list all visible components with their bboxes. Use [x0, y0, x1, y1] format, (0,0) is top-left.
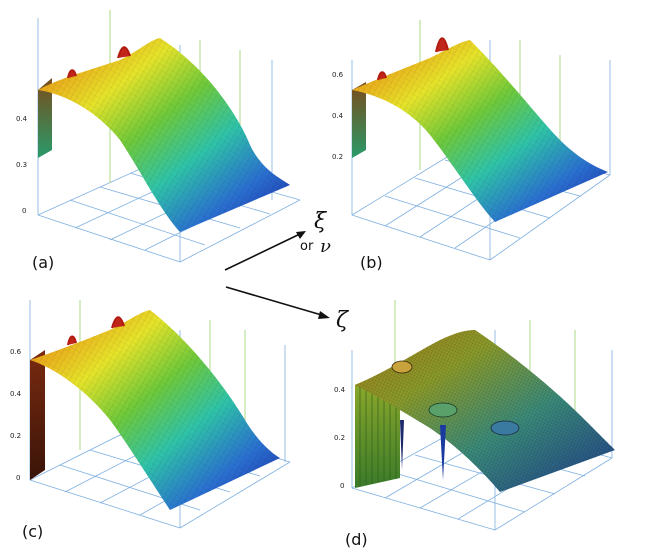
panel-c-ticks: 0.6 0.4 0.2 0 [10, 348, 22, 482]
panel-a-ticks: 0.4 0.3 0 [16, 115, 28, 215]
tick-label: 0.2 [332, 153, 343, 161]
tick-label: 0.2 [334, 434, 345, 442]
tick-label: 0.6 [332, 71, 344, 79]
tick-label: 0 [16, 474, 20, 482]
panel-d-label: (d) [345, 530, 368, 549]
tick-label: 0.3 [16, 161, 27, 169]
panel-d: 0.4 0.2 0 (d) [334, 300, 615, 549]
tick-label: 0.6 [10, 348, 22, 356]
tick-label: 0.4 [334, 386, 346, 394]
panel-a-label: (a) [32, 253, 54, 272]
panel-a-wall [38, 78, 52, 158]
axis-arrows: ξ or ν ζ [224, 209, 350, 333]
panel-d-ticks: 0.4 0.2 0 [334, 386, 346, 490]
or-text: or [300, 239, 314, 254]
panel-c-wall [30, 350, 45, 480]
panel-c-label: (c) [22, 522, 43, 541]
tick-label: 0.4 [10, 390, 22, 398]
tick-label: 0.2 [10, 432, 21, 440]
tick-label: 0.4 [16, 115, 28, 123]
tick-label: 0 [22, 207, 26, 215]
panel-a: 0.4 0.3 0 (a) [16, 10, 301, 272]
xi-arrow [224, 232, 303, 271]
tick-label: 0.4 [332, 112, 344, 120]
panel-b-label: (b) [360, 253, 383, 272]
zeta-symbol: ζ [336, 308, 350, 333]
zeta-arrow [225, 286, 326, 317]
xi-symbol: ξ [314, 209, 328, 234]
panel-b-ticks: 0.6 0.4 0.2 [332, 71, 344, 161]
panel-b: 0.6 0.4 0.2 (b) [332, 20, 611, 272]
panel-c: 0.6 0.4 0.2 0 (c) [10, 300, 291, 541]
nu-symbol: ν [320, 236, 331, 257]
tick-label: 0 [340, 482, 344, 490]
